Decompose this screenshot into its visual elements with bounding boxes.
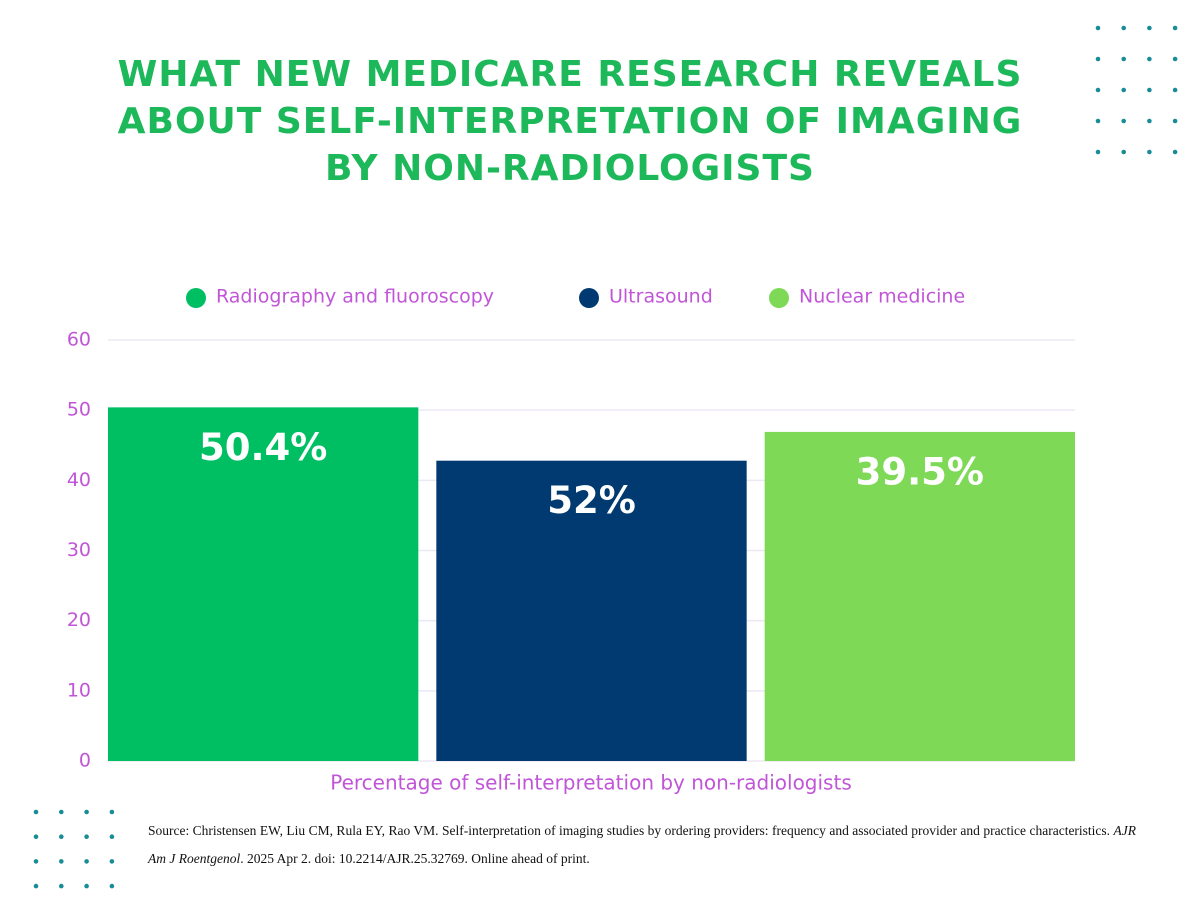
decor-dot — [1147, 56, 1152, 62]
decor-dot — [109, 883, 115, 889]
bar — [108, 407, 419, 761]
x-axis-label: Percentage of self-interpretation by non… — [330, 771, 851, 795]
decor-dot — [1147, 149, 1152, 155]
decor-dot — [1147, 87, 1152, 93]
decor-dot — [1172, 118, 1178, 124]
decor-dot — [1121, 149, 1126, 155]
decor-dot — [1172, 56, 1178, 62]
legend-marker — [186, 288, 206, 308]
y-tick-label: 20 — [67, 609, 91, 631]
decor-dot — [1147, 25, 1152, 31]
decor-dot — [59, 834, 64, 839]
decor-dot — [1121, 25, 1126, 31]
source-text: Source: Christensen EW, Liu CM, Rula EY,… — [148, 823, 1114, 838]
decor-dot — [84, 859, 89, 864]
y-tick-label: 0 — [79, 750, 91, 772]
bar — [436, 460, 747, 761]
y-tick-label: 60 — [67, 329, 91, 351]
decor-dot — [1121, 87, 1126, 93]
decor-dot — [1172, 25, 1178, 31]
legend-label: Radiography and fluoroscopy — [216, 286, 494, 308]
chart-title: WHAT NEW MEDICARE RESEARCH REVEALS — [118, 54, 1023, 95]
y-tick-label: 10 — [67, 679, 91, 701]
decor-dot — [59, 859, 64, 864]
bar-annotation: 39.5% — [856, 450, 984, 493]
y-tick-label: 40 — [67, 469, 91, 491]
decor-dot — [84, 883, 89, 889]
decor-dot — [1147, 118, 1152, 124]
decor-dot — [1172, 149, 1178, 155]
decor-dot — [1095, 25, 1101, 31]
source-note: Source: Christensen EW, Liu CM, Rula EY,… — [148, 817, 1136, 873]
legend-label: Nuclear medicine — [799, 286, 965, 308]
decor-dot — [33, 859, 39, 864]
decor-dot — [1095, 56, 1101, 62]
decor-dot — [84, 809, 89, 815]
decor-dot — [1172, 87, 1178, 93]
decor-dot — [1095, 149, 1101, 155]
decor-dot — [1095, 118, 1101, 124]
bar — [764, 431, 1075, 761]
decor-dot — [109, 809, 115, 815]
decor-dot — [33, 834, 39, 839]
y-tick-label: 30 — [67, 539, 91, 561]
source-journal: AJR Am J Roentgenol — [148, 823, 1136, 866]
decor-dot — [84, 834, 89, 839]
decor-dot — [109, 834, 115, 839]
decor-dot — [59, 883, 64, 889]
decor-dot — [33, 809, 39, 815]
decor-dot — [1095, 87, 1101, 93]
decor-dot — [1121, 56, 1126, 62]
bar-annotation: 50.4% — [199, 426, 327, 469]
chart-title: ABOUT SELF-INTERPRETATION OF IMAGING — [118, 101, 1023, 142]
bar-annotation: 52% — [547, 479, 636, 522]
y-tick-label: 50 — [67, 399, 91, 421]
decor-dot — [1121, 118, 1126, 124]
decor-dot — [33, 883, 39, 889]
decor-dot — [109, 859, 115, 864]
legend-marker — [769, 288, 789, 308]
legend-label: Ultrasound — [609, 286, 713, 308]
source-text: . 2025 Apr 2. doi: 10.2214/AJR.25.32769.… — [240, 851, 590, 866]
legend-marker — [579, 288, 599, 308]
decor-dot — [59, 809, 64, 815]
chart-title: BY NON-RADIOLOGISTS — [325, 148, 815, 189]
